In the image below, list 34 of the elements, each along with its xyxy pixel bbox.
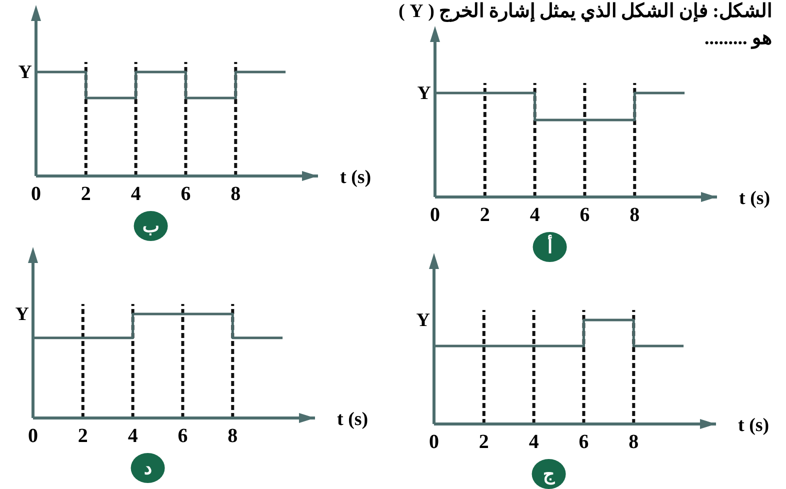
x-tick-label: 6 [578,431,589,453]
x-tick-label: 4 [528,431,539,453]
x-tick-label: 2 [78,425,88,447]
x-tick-label: 0 [430,204,440,226]
text: أ [547,235,552,257]
x-axis-title: t (s) [340,167,372,188]
text: هو ......... [704,28,772,49]
y-axis-title: Y [417,83,432,104]
x-tick-label: 4 [128,425,138,447]
x-tick-label: 8 [230,183,241,205]
text: ب [142,216,160,236]
y-axis-title: Y [15,304,30,325]
x-tick-label: 6 [180,183,191,205]
x-tick-label: 2 [480,204,490,226]
x-tick-label: 8 [628,431,639,453]
x-tick-label: 0 [31,183,41,205]
text: د [144,458,152,478]
x-tick-label: 8 [228,425,238,447]
x-axis-title: t (s) [739,188,770,209]
text: ج [542,464,555,485]
x-tick-label: 0 [429,431,439,453]
x-axis-title: t (s) [738,415,770,436]
x-tick-label: 8 [630,204,640,226]
y-axis-title: Y [18,62,32,83]
x-tick-label: 6 [178,425,188,447]
x-tick-label: 0 [28,425,38,447]
text: الشكل: فإن الشكل الذي يمثل إشارة الخرج ( Y ) [398,1,772,23]
x-tick-label: 4 [530,204,540,226]
x-tick-label: 2 [80,183,91,205]
x-tick-label: 2 [478,431,489,453]
x-tick-label: 6 [580,204,590,226]
x-axis-title: t (s) [337,409,368,430]
y-axis-title: Y [416,310,430,331]
x-tick-label: 4 [130,183,141,205]
